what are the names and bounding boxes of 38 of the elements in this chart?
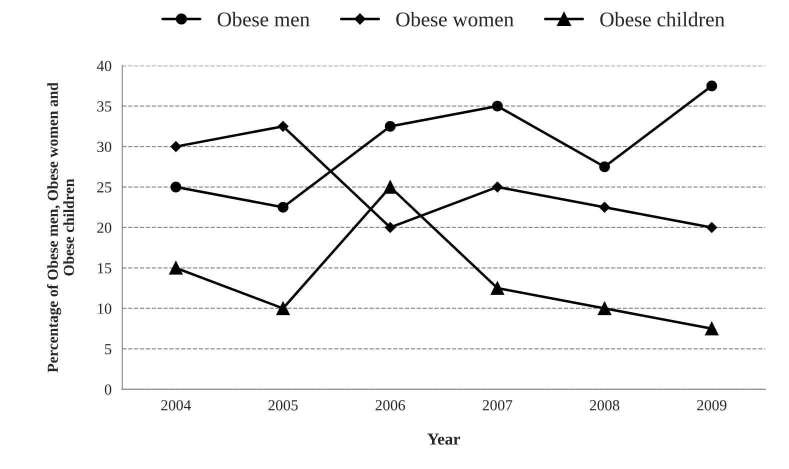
point <box>492 182 503 192</box>
x-tick-label: 2009 <box>697 400 726 410</box>
y-tick-label: 25 <box>97 182 112 192</box>
y-tick-label: 35 <box>97 101 112 112</box>
point <box>599 161 610 172</box>
point <box>170 141 182 152</box>
y-tick-label: 5 <box>105 344 112 354</box>
legend-label: Obese men <box>218 12 310 26</box>
point <box>383 180 397 194</box>
point <box>278 202 288 213</box>
point <box>169 261 183 275</box>
point <box>490 281 504 295</box>
point <box>706 222 718 233</box>
point <box>170 182 182 192</box>
point <box>384 120 396 132</box>
point <box>598 302 612 316</box>
point <box>492 100 503 112</box>
legend-label: Obese women <box>396 12 514 26</box>
point <box>384 222 396 233</box>
y-tick-label: 40 <box>96 60 112 72</box>
x-tick-label: 2007 <box>482 400 512 410</box>
x-tick-label: 2006 <box>376 400 406 410</box>
point <box>599 202 610 213</box>
x-tick-label: 2005 <box>268 400 298 410</box>
point <box>706 80 718 92</box>
x-tick-label: 2004 <box>161 400 191 410</box>
x-axis-title: Year <box>427 434 460 445</box>
point <box>276 302 290 316</box>
point <box>278 120 288 132</box>
y-tick-label: 30 <box>97 142 112 152</box>
y-axis-title: Percentage of Obese men, Obese women and Obese children <box>47 82 74 372</box>
point <box>704 322 719 336</box>
y-tick-label: 0 <box>104 384 112 395</box>
legend-label: Obese children <box>600 12 725 26</box>
y-tick-label: 20 <box>97 222 112 233</box>
y-tick-label: 15 <box>98 263 112 274</box>
x-tick-label: 2008 <box>590 400 620 410</box>
y-tick-label: 10 <box>98 304 112 314</box>
